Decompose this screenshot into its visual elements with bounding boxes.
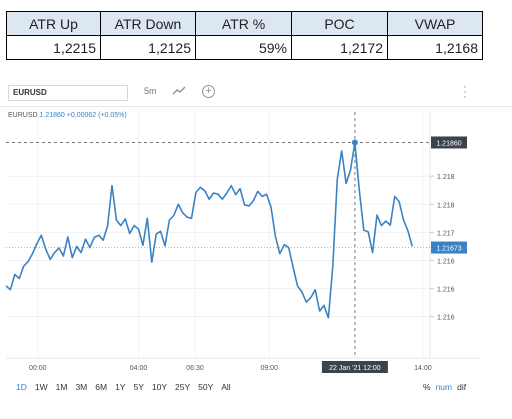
crosshair-price-label: 1.21860 (436, 140, 461, 147)
range-button-10y[interactable]: 10Y (151, 382, 167, 392)
series-line-eurusd (5, 141, 414, 319)
range-selector: 1D 1W 1M 3M 6M 1Y 5Y 10Y 25Y 50Y All (16, 382, 239, 392)
header-atr-down: ATR Down (100, 11, 196, 36)
y-tick-label: 1.216 (437, 287, 455, 294)
stats-header-row: ATR Up ATR Down ATR % POC VWAP (6, 11, 483, 36)
range-button-3m[interactable]: 3M (75, 382, 88, 392)
x-tick-label: 04:00 (130, 365, 148, 372)
x-tick-label: 06:30 (186, 365, 204, 372)
range-button-25y[interactable]: 25Y (175, 382, 191, 392)
plus-circle-icon[interactable]: + (202, 85, 215, 98)
vertical-dots-icon[interactable]: · · · (463, 79, 467, 103)
crosshair-price-badge (431, 136, 467, 149)
value-atr-percent: 59% (195, 35, 292, 60)
symbol-search-input[interactable]: EURUSD (8, 85, 128, 101)
x-tick-label: 00:00 (29, 365, 47, 372)
range-button-all[interactable]: All (221, 382, 231, 392)
value-vwap: 1,2168 (387, 35, 483, 60)
crosshair-time-label: 22 Jan '21 12:00 (329, 365, 381, 372)
y-tick-label: 1.218 (437, 202, 455, 209)
range-button-50y[interactable]: 50Y (198, 382, 214, 392)
y-tick-label: 1.218 (437, 174, 455, 181)
line-chart-icon[interactable] (172, 85, 186, 97)
y-tick-label: 1.216 (437, 315, 455, 322)
legend-symbol: EURUSD (8, 112, 38, 119)
range-button-1y[interactable]: 1Y (115, 382, 126, 392)
x-tick-label: 09:00 (260, 365, 278, 372)
chart-legend: EURUSD 1.21860 +0.00062 (+0.05%) (8, 112, 127, 119)
range-button-1d[interactable]: 1D (16, 382, 27, 392)
scale-option-num[interactable]: num (435, 382, 453, 392)
value-atr-up: 1,2215 (6, 35, 101, 60)
x-tick-label: 14:00 (414, 365, 432, 372)
stats-table: ATR Up ATR Down ATR % POC VWAP 1,2215 1,… (6, 11, 483, 60)
price-chart[interactable]: 1.218 1.218 1.217 1.216 1.216 1.216 00:00 04:00… (0, 78, 512, 419)
chart-toolbar: EURUSD 5m + · · · (0, 78, 512, 106)
crosshair-point (351, 139, 358, 146)
last-price-badge (431, 241, 467, 254)
range-button-5y[interactable]: 5Y (133, 382, 144, 392)
header-poc: POC (291, 11, 388, 36)
last-price-label: 1.21673 (436, 246, 461, 253)
value-poc: 1,2172 (291, 35, 388, 60)
value-atr-down: 1,2125 (100, 35, 196, 60)
y-tick-label: 1.217 (437, 230, 455, 237)
header-atr-percent: ATR % (195, 11, 292, 36)
header-vwap: VWAP (387, 11, 483, 36)
header-atr-up: ATR Up (6, 11, 101, 36)
range-bar: 1D 1W 1M 3M 6M 1Y 5Y 10Y 25Y 50Y All % num dif (0, 380, 512, 396)
interval-selector[interactable]: 5m (144, 86, 157, 96)
scale-option-percent[interactable]: % (423, 382, 431, 392)
toolbar-divider (0, 106, 512, 107)
range-button-1w[interactable]: 1W (34, 382, 48, 392)
legend-change: +0.00062 (+0.05%) (66, 112, 127, 119)
range-button-6m[interactable]: 6M (95, 382, 108, 392)
scale-option-dif[interactable]: dif (457, 382, 467, 392)
legend-price: 1.21860 (39, 112, 65, 119)
crosshair-time-badge (321, 361, 388, 373)
y-tick-label: 1.216 (437, 258, 455, 265)
scale-selector: % num dif (423, 382, 471, 392)
range-button-1m[interactable]: 1M (55, 382, 68, 392)
stats-value-row: 1,2215 1,2125 59% 1,2172 1,2168 (6, 35, 483, 60)
chart-widget: EURUSD 5m + · · · EURUSD 1.21860 +0.00062 … (0, 78, 512, 419)
